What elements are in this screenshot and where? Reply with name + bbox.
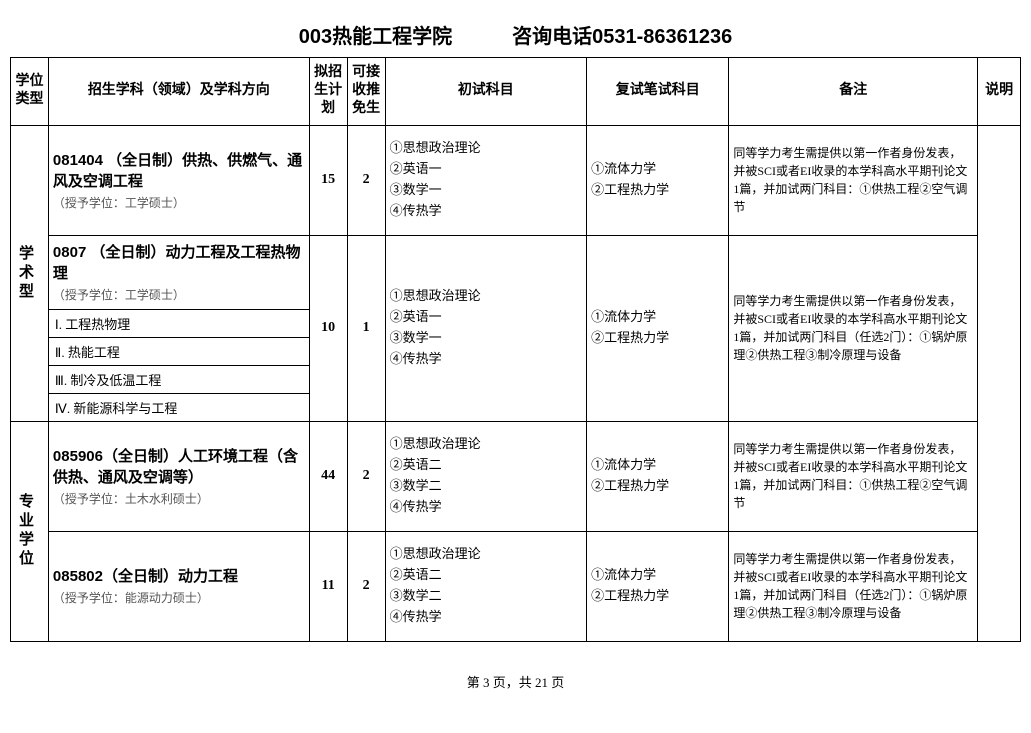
table-header-row: 学位类型 招生学科（领域）及学科方向 拟招生计划 可接收推免生 初试科目 复试笔… xyxy=(11,58,1021,126)
header-subject: 招生学科（领域）及学科方向 xyxy=(48,58,309,126)
subject-cell: 0807 （全日制）动力工程及工程热物理 （授予学位：工学硕士） xyxy=(48,235,309,309)
direction-label: Ⅱ. 热能工程 xyxy=(48,337,309,365)
remark-text: 同等学力考生需提供以第一作者身份发表，并被SCI或者EI收录的本学科高水平期刊论… xyxy=(729,531,978,641)
rec-count: 1 xyxy=(347,235,385,421)
plan-count: 15 xyxy=(309,125,347,235)
subject-cell: 085906（全日制）人工环境工程（含供热、通风及空调等） （授予学位：土木水利… xyxy=(48,421,309,531)
header-type: 学位类型 xyxy=(11,58,49,126)
remark-text: 同等学力考生需提供以第一作者身份发表，并被SCI或者EI收录的本学科高水平期刊论… xyxy=(729,421,978,531)
contact-phone: 咨询电话0531-86361236 xyxy=(512,20,732,49)
subject-main: 085906（全日制）人工环境工程（含供热、通风及空调等） xyxy=(53,446,305,488)
prelim-subjects: ①思想政治理论 ②英语一 ③数学一 ④传热学 xyxy=(385,125,587,235)
header-retest: 复试笔试科目 xyxy=(587,58,729,126)
subject-main: 085802（全日制）动力工程 xyxy=(53,566,305,587)
header-note: 说明 xyxy=(978,58,1021,126)
subject-sub: （授予学位：工学硕士） xyxy=(53,286,305,303)
degree-type-academic: 学术型 xyxy=(11,125,49,421)
direction-label: Ⅲ. 制冷及低温工程 xyxy=(48,365,309,393)
remark-text: 同等学力考生需提供以第一作者身份发表，并被SCI或者EI收录的本学科高水平期刊论… xyxy=(729,125,978,235)
subject-main: 081404 （全日制）供热、供燃气、通风及空调工程 xyxy=(53,150,305,192)
table-row: 专业学位 085906（全日制）人工环境工程（含供热、通风及空调等） （授予学位… xyxy=(11,421,1021,531)
prelim-subjects: ①思想政治理论 ②英语二 ③数学二 ④传热学 xyxy=(385,421,587,531)
header-prelim: 初试科目 xyxy=(385,58,587,126)
table-row: 085802（全日制）动力工程 （授予学位：能源动力硕士） 11 2 ①思想政治… xyxy=(11,531,1021,641)
table-row: 学术型 081404 （全日制）供热、供燃气、通风及空调工程 （授予学位：工学硕… xyxy=(11,125,1021,235)
header-remark: 备注 xyxy=(729,58,978,126)
direction-label: Ⅳ. 新能源科学与工程 xyxy=(48,393,309,421)
plan-count: 11 xyxy=(309,531,347,641)
plan-count: 10 xyxy=(309,235,347,421)
note-cell xyxy=(978,125,1021,641)
dept-title: 003热能工程学院 xyxy=(299,20,452,49)
remark-text: 同等学力考生需提供以第一作者身份发表，并被SCI或者EI收录的本学科高水平期刊论… xyxy=(729,235,978,421)
rec-count: 2 xyxy=(347,421,385,531)
subject-cell: 085802（全日制）动力工程 （授予学位：能源动力硕士） xyxy=(48,531,309,641)
degree-type-professional: 专业学位 xyxy=(11,421,49,641)
prelim-subjects: ①思想政治理论 ②英语二 ③数学二 ④传热学 xyxy=(385,531,587,641)
subject-sub: （授予学位：土木水利硕士） xyxy=(53,490,305,507)
direction-label: Ⅰ. 工程热物理 xyxy=(48,309,309,337)
prelim-subjects: ①思想政治理论 ②英语一 ③数学一 ④传热学 xyxy=(385,235,587,421)
page-title-row: 003热能工程学院 咨询电话0531-86361236 xyxy=(10,20,1021,49)
subject-sub: （授予学位：能源动力硕士） xyxy=(53,589,305,606)
retest-subjects: ①流体力学 ②工程热力学 xyxy=(587,235,729,421)
rec-count: 2 xyxy=(347,531,385,641)
plan-count: 44 xyxy=(309,421,347,531)
admissions-table: 学位类型 招生学科（领域）及学科方向 拟招生计划 可接收推免生 初试科目 复试笔… xyxy=(10,57,1021,642)
header-rec: 可接收推免生 xyxy=(347,58,385,126)
table-row: 0807 （全日制）动力工程及工程热物理 （授予学位：工学硕士） 10 1 ①思… xyxy=(11,235,1021,309)
retest-subjects: ①流体力学 ②工程热力学 xyxy=(587,531,729,641)
rec-count: 2 xyxy=(347,125,385,235)
subject-main: 0807 （全日制）动力工程及工程热物理 xyxy=(53,242,305,284)
retest-subjects: ①流体力学 ②工程热力学 xyxy=(587,125,729,235)
page-footer: 第 3 页，共 21 页 xyxy=(10,672,1021,691)
retest-subjects: ①流体力学 ②工程热力学 xyxy=(587,421,729,531)
subject-cell: 081404 （全日制）供热、供燃气、通风及空调工程 （授予学位：工学硕士） xyxy=(48,125,309,235)
header-plan: 拟招生计划 xyxy=(309,58,347,126)
subject-sub: （授予学位：工学硕士） xyxy=(53,194,305,211)
